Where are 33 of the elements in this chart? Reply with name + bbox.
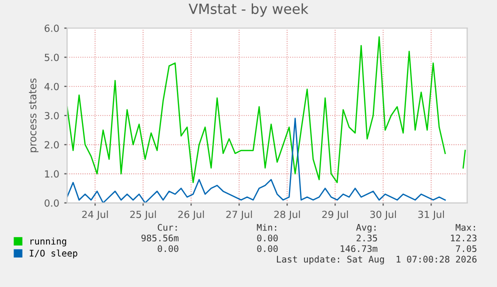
y-tick-label: 1.0 bbox=[45, 170, 59, 178]
line-series bbox=[67, 118, 446, 203]
legend-label: I/O sleep bbox=[30, 250, 78, 258]
x-tick-label: 30 Jul bbox=[370, 210, 396, 220]
text: 0.00 bbox=[158, 245, 178, 252]
x-tick-label: 24 Jul bbox=[82, 210, 108, 220]
text: Cur: bbox=[158, 224, 177, 231]
x-tick-label: 28 Jul bbox=[274, 210, 300, 220]
text: 0.00 bbox=[257, 245, 278, 252]
y-tick-label: 6.0 bbox=[44, 24, 59, 32]
y-tick-label: 2.0 bbox=[44, 141, 59, 148]
text: Min: bbox=[256, 224, 276, 231]
text: 0.00 bbox=[257, 234, 278, 242]
text: Avg: bbox=[356, 224, 376, 233]
y-tick-label: 3.0 bbox=[44, 112, 59, 120]
y-axis-title: process states bbox=[28, 78, 38, 152]
y-tick-label: 0.0 bbox=[44, 199, 59, 207]
x-tick-label: 26 Jul bbox=[178, 210, 204, 220]
x-tick-label: 25 Jul bbox=[130, 210, 156, 220]
text: Last update: Sat Aug 1 07:00:28 2026 bbox=[276, 256, 477, 264]
chart-title: VMstat - by week bbox=[188, 3, 308, 17]
text: 985.56m bbox=[141, 234, 178, 242]
text: 2.35 bbox=[356, 234, 377, 242]
text: 12.23 bbox=[451, 234, 476, 242]
legend-label: running bbox=[30, 238, 66, 246]
x-tick-label: 29 Jul bbox=[322, 210, 348, 220]
text: 146.73m bbox=[340, 245, 378, 252]
y-tick-label: 4.0 bbox=[44, 82, 59, 90]
y-tick-label: 5.0 bbox=[44, 54, 59, 62]
x-tick-label: 27 Jul bbox=[226, 210, 252, 220]
text: 7.05 bbox=[456, 245, 476, 252]
text: Max: bbox=[456, 224, 475, 231]
x-tick-label: 31 Jul bbox=[418, 210, 444, 220]
